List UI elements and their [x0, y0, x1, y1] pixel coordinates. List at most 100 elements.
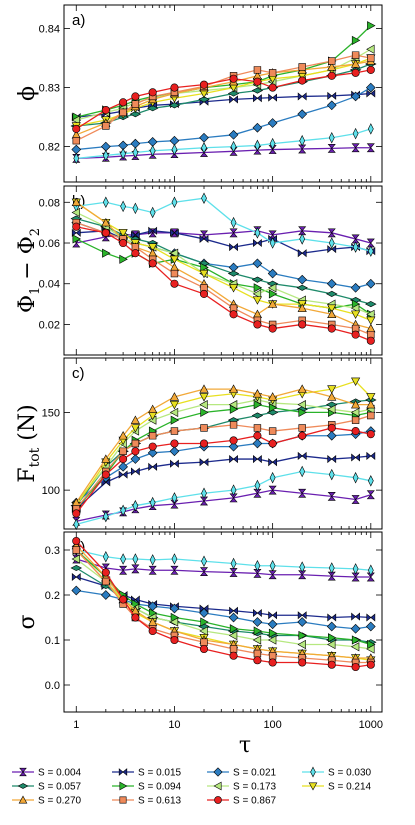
data-point: [229, 568, 238, 577]
data-point: [352, 471, 359, 484]
data-point: [268, 652, 277, 660]
data-point: [118, 461, 128, 472]
data-point: [130, 230, 140, 239]
data-point: [102, 122, 110, 130]
data-point: [327, 62, 337, 71]
data-point: [252, 258, 263, 269]
data-point: [199, 567, 209, 576]
data-point: [170, 439, 179, 448]
data-point: [350, 623, 361, 634]
data-point: [169, 407, 179, 417]
legend-entry: S = 0.015: [112, 768, 182, 779]
series-0.015: [71, 451, 376, 513]
data-point: [132, 553, 139, 565]
series-0.613: [72, 411, 375, 513]
data-point: [229, 421, 238, 429]
data-point: [229, 304, 238, 312]
data-point: [366, 613, 376, 622]
data-point: [253, 424, 262, 432]
plot-frame: [63, 4, 383, 183]
data-point: [149, 554, 156, 566]
data-point: [71, 115, 80, 125]
series-0.030: [73, 465, 374, 531]
legend-entry: S = 0.613: [112, 796, 182, 807]
data-point: [130, 467, 140, 476]
data-point: [148, 432, 157, 440]
data-point: [132, 499, 139, 512]
data-point: [351, 59, 361, 68]
series-0.867: [72, 423, 375, 518]
data-point: [170, 459, 179, 468]
data-point: [365, 82, 376, 93]
data-point: [252, 309, 263, 318]
data-point: [253, 656, 262, 665]
legend-entry: S = 0.094: [112, 782, 182, 793]
data-point: [253, 77, 262, 86]
legend-marker: [17, 783, 29, 789]
data-point: [71, 207, 80, 218]
data-point: [199, 80, 209, 89]
data-point: [351, 453, 360, 462]
data-point: [102, 196, 109, 209]
data-point: [71, 228, 81, 237]
data-point: [119, 238, 128, 248]
data-point: [298, 424, 306, 432]
y-tick-label: 0.3: [45, 545, 60, 557]
data-point: [326, 100, 337, 111]
data-point: [131, 243, 140, 251]
legend-label: S = 0.057: [38, 782, 82, 793]
data-point: [199, 289, 209, 298]
data-point: [71, 197, 81, 206]
data-point: [147, 447, 158, 458]
data-point: [148, 259, 157, 268]
series-line: [75, 380, 372, 507]
data-point: [227, 90, 240, 97]
data-point: [297, 617, 308, 627]
data-point: [229, 624, 239, 634]
y-axis-label: Ftot (N): [15, 404, 43, 482]
data-point: [169, 603, 180, 614]
legend-marker: [213, 781, 222, 791]
data-point: [169, 617, 179, 627]
data-point: [131, 100, 140, 108]
data-point: [229, 95, 238, 104]
y-tick-label: 0.1: [45, 635, 60, 647]
data-point: [199, 400, 208, 410]
data-point: [366, 89, 376, 98]
data-point: [149, 496, 156, 509]
legend-entry: S = 0.030: [302, 766, 372, 779]
legend-entry: S = 0.057: [12, 782, 82, 793]
panel-a: 0.82 0.83 0.84 a) ϕ: [15, 4, 383, 183]
data-point: [351, 234, 360, 244]
data-point: [251, 87, 264, 94]
data-point: [367, 475, 374, 487]
data-point: [132, 202, 139, 215]
data-point: [73, 152, 80, 165]
data-point: [170, 228, 179, 237]
data-point: [120, 200, 126, 213]
data-point: [130, 454, 141, 464]
data-point: [148, 626, 157, 636]
data-point: [170, 427, 179, 435]
y-tick-label: 0.83: [39, 83, 60, 95]
data-point: [297, 384, 307, 393]
data-point: [149, 144, 156, 157]
data-point: [201, 192, 207, 204]
data-point: [251, 276, 264, 283]
series-line: [76, 489, 372, 522]
data-point: [169, 248, 179, 258]
data-point: [119, 455, 128, 464]
data-point: [100, 590, 111, 600]
data-point: [102, 550, 109, 563]
data-point: [297, 639, 306, 650]
data-point: [118, 470, 128, 479]
data-point: [148, 462, 158, 471]
legend-label: S = 0.094: [138, 782, 182, 793]
data-point: [228, 612, 239, 623]
data-point: [327, 491, 336, 501]
data-point: [253, 608, 262, 618]
data-point: [200, 407, 209, 417]
x-tick-label: 10: [168, 719, 180, 731]
data-point: [351, 572, 360, 582]
data-point: [228, 441, 239, 452]
